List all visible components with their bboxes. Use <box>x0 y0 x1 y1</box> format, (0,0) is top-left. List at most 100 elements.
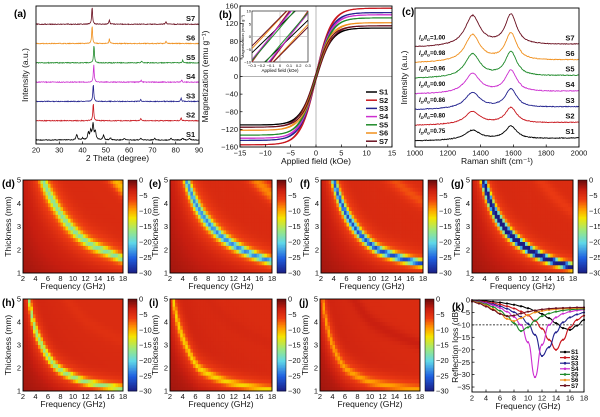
heatmap-cell <box>517 180 521 185</box>
heatmap-cell <box>266 195 270 200</box>
heatmap-cell <box>509 269 513 274</box>
heatmap-cell <box>231 203 235 208</box>
heatmap-cell <box>65 230 69 235</box>
xrd-label-S5: S5 <box>186 53 195 62</box>
heatmap-cell <box>535 234 539 239</box>
heatmap-cell <box>264 207 268 212</box>
heatmap-cell <box>374 180 378 185</box>
heatmap-cell <box>343 218 347 224</box>
heatmap-cell <box>180 218 184 224</box>
heatmap-cell <box>65 352 69 357</box>
colorbar-segment <box>277 180 286 182</box>
heatmap-cell <box>537 214 541 220</box>
heatmap-cell <box>73 383 76 388</box>
heatmap-cell <box>218 199 222 204</box>
heatmap-cell <box>479 214 483 220</box>
heatmap-cell <box>231 207 235 212</box>
heatmap-cell <box>321 249 324 255</box>
heatmap-cell <box>118 234 121 239</box>
heatmap-cell <box>372 207 375 212</box>
heatmap-cell <box>215 199 219 204</box>
heatmap-cell <box>80 329 84 334</box>
heatmap-cell <box>215 265 219 270</box>
heatmap-cell <box>525 245 528 251</box>
heatmap-cell <box>80 299 84 304</box>
heatmap-cell <box>63 199 66 204</box>
heatmap-cell <box>535 214 539 220</box>
heatmap-cell <box>530 180 533 185</box>
heatmap-cell <box>400 245 403 251</box>
heatmap-cell <box>384 242 388 247</box>
heatmap-cell <box>565 187 569 193</box>
heatmap-cell <box>494 234 498 239</box>
heatmap-cell <box>487 211 491 216</box>
heatmap-cell <box>70 345 74 350</box>
heatmap-cell <box>75 249 79 255</box>
heatmap-cell <box>477 257 480 262</box>
heatmap-cell <box>570 199 574 204</box>
heatmap-cell <box>379 191 383 196</box>
colorbar-segment <box>428 207 437 210</box>
heatmap-cell <box>182 238 186 243</box>
heatmap-cell <box>73 364 76 369</box>
colorbar-segment <box>277 232 286 235</box>
heatmap-cell <box>509 257 513 262</box>
heatmap-cell <box>517 214 521 220</box>
heatmap-cell <box>412 249 416 255</box>
heatmap-cell <box>512 242 516 247</box>
heatmap-cell <box>80 371 84 377</box>
heatmap-cell <box>195 191 199 196</box>
heatmap-cell <box>359 245 363 251</box>
heatmap-cell <box>474 222 478 227</box>
heatmap-cell <box>75 318 79 323</box>
heatmap-cell <box>377 218 381 224</box>
heatmap-cell <box>231 222 235 227</box>
heatmap-cell <box>479 191 483 196</box>
heatmap-cell <box>50 360 54 365</box>
colorbar-tick-label: −5 <box>288 191 297 200</box>
heatmap-cell <box>236 261 240 266</box>
heatmap-cell <box>382 242 386 247</box>
heatmap-cell <box>400 207 403 212</box>
heatmap-cell <box>519 191 523 196</box>
colorbar-segment <box>428 248 437 251</box>
heatmap-cell <box>200 211 204 216</box>
heatmap-cell <box>400 218 403 224</box>
xrd-ylabel: Intensity (a.u.) <box>20 48 30 102</box>
heatmap-cell <box>90 269 94 274</box>
heatmap-cell <box>221 230 224 235</box>
heatmap-cell <box>58 191 61 196</box>
heatmap-cell <box>540 191 544 196</box>
heatmap-cell <box>372 214 375 220</box>
heatmap-cell <box>226 269 230 274</box>
heatmap-cell <box>338 257 342 262</box>
heatmap-cell <box>63 360 66 365</box>
heatmap-cell <box>40 269 44 274</box>
heatmap-cell <box>53 387 56 392</box>
heatmap-ylabel: Thickness (mm) <box>3 196 13 257</box>
colorbar-segment <box>578 238 587 241</box>
heatmap-cell <box>78 234 81 239</box>
heatmap-cell <box>80 245 84 251</box>
heatmap-cell <box>387 269 391 274</box>
heatmap-cell <box>53 183 56 189</box>
heatmap-cell <box>238 234 242 239</box>
heatmap-cell <box>100 261 104 266</box>
heatmap-cell <box>43 230 46 235</box>
heatmap-cell <box>323 245 327 251</box>
heatmap-cell <box>387 191 391 196</box>
heatmap-cell <box>331 195 335 200</box>
heatmap-cell <box>552 187 556 193</box>
heatmap-cell <box>394 269 398 274</box>
heatmap-cell <box>384 214 388 220</box>
heatmap-cell <box>537 199 541 204</box>
heatmap-cell <box>343 230 347 235</box>
heatmap-cell <box>507 207 511 212</box>
heatmap-cell <box>50 261 54 266</box>
heatmap-cell <box>550 253 554 258</box>
heatmap-cell <box>115 199 119 204</box>
heatmap-cell <box>55 383 59 388</box>
heatmap-cell <box>331 222 335 227</box>
heatmap-cell <box>120 261 124 266</box>
heatmap-cell <box>215 234 219 239</box>
